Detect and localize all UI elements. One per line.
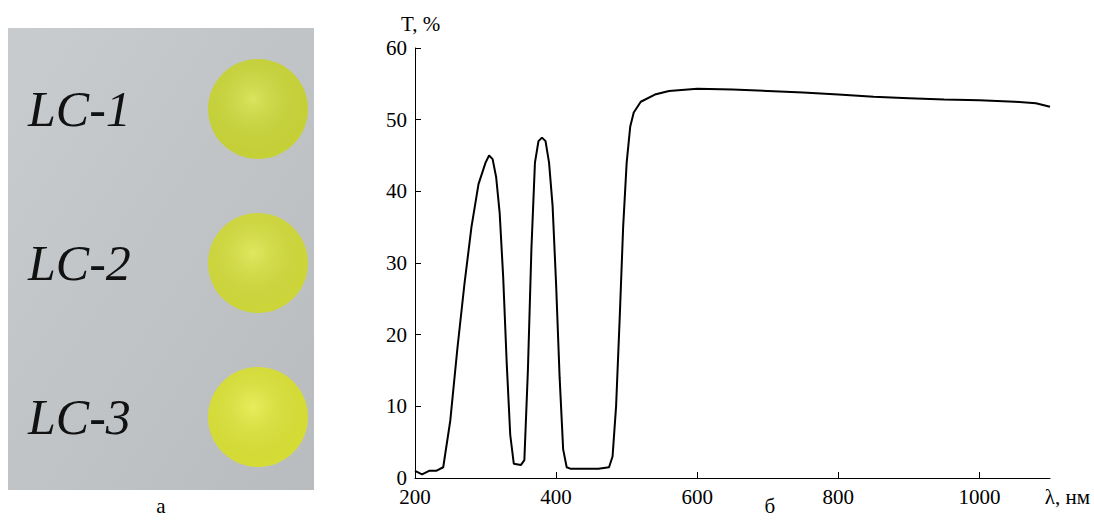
svg-text:400: 400 [540, 485, 572, 509]
svg-text:20: 20 [386, 323, 407, 347]
svg-text:LC-1: LC-1 [27, 81, 131, 137]
svg-text:1000: 1000 [958, 485, 1000, 509]
svg-text:800: 800 [823, 485, 855, 509]
svg-text:λ, нм: λ, нм [1045, 485, 1090, 509]
svg-text:LC-2: LC-2 [27, 235, 131, 291]
svg-text:10: 10 [386, 394, 407, 418]
svg-text:60: 60 [386, 36, 407, 60]
svg-text:50: 50 [386, 108, 407, 132]
svg-text:200: 200 [399, 485, 431, 509]
svg-text:T, %: T, % [401, 12, 440, 36]
html-text:б: б [764, 494, 776, 518]
svg-text:30: 30 [386, 251, 407, 275]
html-text:а: а [156, 494, 166, 518]
svg-text:0: 0 [396, 466, 407, 490]
svg-text:600: 600 [681, 485, 713, 509]
svg-text:40: 40 [386, 179, 407, 203]
svg-text:LC-3: LC-3 [27, 389, 131, 445]
